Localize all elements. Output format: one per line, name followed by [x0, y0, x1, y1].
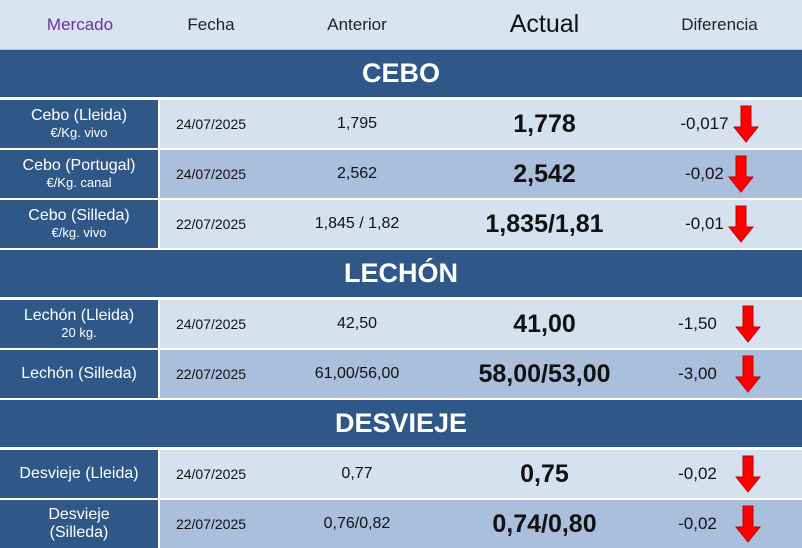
- section-title-lechon: LECHÓN: [0, 250, 802, 298]
- current-cell: 0,74/0,80: [492, 509, 597, 538]
- market-cell: Cebo (Silleda) €/kg. vivo: [0, 200, 160, 248]
- difference-cell: -1,50: [637, 300, 802, 348]
- market-unit: (Silleda): [49, 524, 109, 541]
- header-mercado: Mercado: [46, 14, 114, 34]
- previous-cell: 0,76/0,82: [323, 515, 391, 532]
- difference-value: -0,017: [680, 114, 729, 133]
- table-header: Mercado Fecha Anterior Actual Diferencia: [0, 0, 802, 50]
- previous-cell: 61,00/56,00: [314, 365, 400, 382]
- date-cell: 22/07/2025: [175, 366, 247, 382]
- difference-cell: -0,02: [637, 150, 802, 198]
- current-cell: 0,75: [520, 459, 569, 488]
- market-cell: Cebo (Portugal) €/Kg. canal: [0, 150, 160, 198]
- previous-cell: 2,562: [336, 165, 378, 182]
- market-name: Lechón (Lleida): [23, 307, 135, 325]
- date-cell: 24/07/2025: [175, 316, 247, 332]
- header-diferencia: Diferencia: [681, 14, 758, 34]
- market-cell: Lechón (Lleida) 20 kg.: [0, 300, 160, 348]
- table-row: Desvieje (Silleda) 22/07/2025 0,76/0,82 …: [0, 500, 802, 548]
- table-row: Cebo (Silleda) €/kg. vivo 22/07/2025 1,8…: [0, 200, 802, 250]
- market-name: Desvieje: [48, 505, 110, 523]
- section-title-desvieje: DESVIEJE: [0, 400, 802, 448]
- current-cell: 58,00/53,00: [478, 359, 611, 388]
- date-cell: 24/07/2025: [175, 116, 247, 132]
- previous-cell: 42,50: [336, 315, 378, 332]
- down-arrow-icon: [734, 505, 761, 543]
- date-cell: 22/07/2025: [175, 216, 247, 232]
- market-cell: Desvieje (Lleida): [0, 450, 160, 498]
- down-arrow-icon: [727, 155, 754, 193]
- date-cell: 22/07/2025: [175, 516, 247, 532]
- table-row: Lechón (Lleida) 20 kg. 24/07/2025 42,50 …: [0, 300, 802, 350]
- current-cell: 1,778: [513, 109, 576, 138]
- header-actual: Actual: [509, 10, 580, 38]
- date-cell: 24/07/2025: [175, 466, 247, 482]
- current-cell: 2,542: [513, 159, 576, 188]
- market-unit: 20 kg.: [61, 324, 97, 340]
- previous-cell: 1,845 / 1,82: [314, 215, 400, 232]
- difference-cell: -0,02: [637, 450, 802, 498]
- down-arrow-icon: [734, 455, 761, 493]
- difference-value: -0,01: [685, 214, 724, 233]
- market-unit: €/Kg. vivo: [50, 124, 108, 140]
- header-fecha: Fecha: [187, 14, 235, 34]
- market-name: Cebo (Lleida): [30, 107, 128, 125]
- down-arrow-icon: [727, 205, 754, 243]
- market-cell: Cebo (Lleida) €/Kg. vivo: [0, 100, 160, 148]
- difference-cell: -3,00: [637, 350, 802, 398]
- market-name: Lechón (Silleda): [21, 364, 137, 382]
- market-name: Desvieje (Lleida): [19, 464, 139, 482]
- difference-value: -3,00: [678, 364, 717, 383]
- down-arrow-icon: [732, 105, 759, 143]
- difference-value: -0,02: [685, 164, 724, 183]
- header-anterior: Anterior: [327, 14, 387, 34]
- difference-value: -0,02: [678, 514, 717, 533]
- table-row: Lechón (Silleda) 22/07/2025 61,00/56,00 …: [0, 350, 802, 400]
- previous-cell: 0,77: [341, 465, 373, 482]
- market-cell: Desvieje (Silleda): [0, 500, 160, 548]
- table-row: Cebo (Portugal) €/Kg. canal 24/07/2025 2…: [0, 150, 802, 200]
- down-arrow-icon: [734, 305, 761, 343]
- table-row: Desvieje (Lleida) 24/07/2025 0,77 0,75 -…: [0, 450, 802, 500]
- market-cell: Lechón (Silleda): [0, 350, 160, 398]
- market-unit: €/Kg. canal: [46, 174, 112, 190]
- table-row: Cebo (Lleida) €/Kg. vivo 24/07/2025 1,79…: [0, 100, 802, 150]
- date-cell: 24/07/2025: [175, 166, 247, 182]
- difference-value: -0,02: [678, 464, 717, 483]
- difference-cell: -0,02: [637, 500, 802, 548]
- current-cell: 41,00: [513, 309, 576, 338]
- market-name: Cebo (Silleda): [28, 207, 130, 225]
- down-arrow-icon: [734, 355, 761, 393]
- difference-value: -1,50: [678, 314, 717, 333]
- difference-cell: -0,017: [637, 100, 802, 148]
- current-cell: 1,835/1,81: [485, 209, 604, 238]
- difference-cell: -0,01: [637, 200, 802, 248]
- section-title-cebo: CEBO: [0, 50, 802, 98]
- market-name: Cebo (Portugal): [22, 157, 136, 175]
- market-unit: €/kg. vivo: [51, 224, 107, 240]
- previous-cell: 1,795: [336, 115, 378, 132]
